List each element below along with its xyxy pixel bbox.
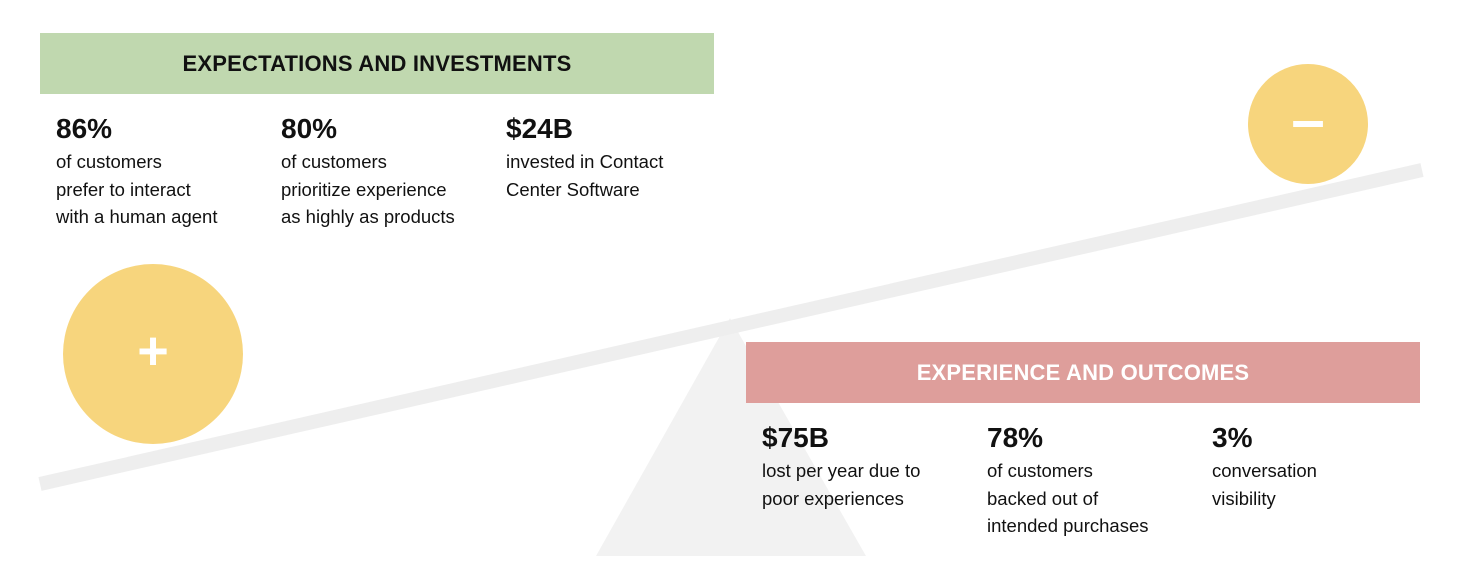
stat-conversation-visibility: 3% conversation visibility [1212, 421, 1432, 512]
plus-circle: + [63, 264, 243, 444]
stat-lost-revenue: $75B lost per year due to poor experienc… [762, 421, 982, 512]
expectations-heading: EXPECTATIONS AND INVESTMENTS [40, 33, 714, 94]
stat-software-investment: $24B invested in Contact Center Software [506, 112, 726, 203]
stat-description: conversation visibility [1212, 460, 1317, 509]
plus-icon: + [137, 321, 169, 381]
stat-description: of customers backed out of intended purc… [987, 460, 1149, 536]
stat-value: 80% [281, 113, 338, 144]
stat-value: 78% [987, 422, 1044, 453]
stat-description: of customers prioritize experience as hi… [281, 151, 455, 227]
stat-value: 3% [1212, 422, 1253, 453]
fulcrum-triangle [596, 318, 866, 556]
minus-circle: – [1248, 64, 1368, 184]
outcomes-heading: EXPERIENCE AND OUTCOMES [746, 342, 1420, 403]
stat-abandoned-purchases: 78% of customers backed out of intended … [987, 421, 1207, 540]
stat-human-agent: 86% of customers prefer to interact with… [56, 112, 276, 231]
stat-value: 86% [56, 113, 113, 144]
stat-experience-priority: 80% of customers prioritize experience a… [281, 112, 501, 231]
stat-description: lost per year due to poor experiences [762, 460, 921, 509]
stat-value: $24B [506, 113, 573, 144]
scale-beam [38, 163, 1424, 491]
minus-icon: – [1291, 86, 1325, 153]
stat-description: invested in Contact Center Software [506, 151, 664, 200]
stat-description: of customers prefer to interact with a h… [56, 151, 218, 227]
stat-value: $75B [762, 422, 829, 453]
